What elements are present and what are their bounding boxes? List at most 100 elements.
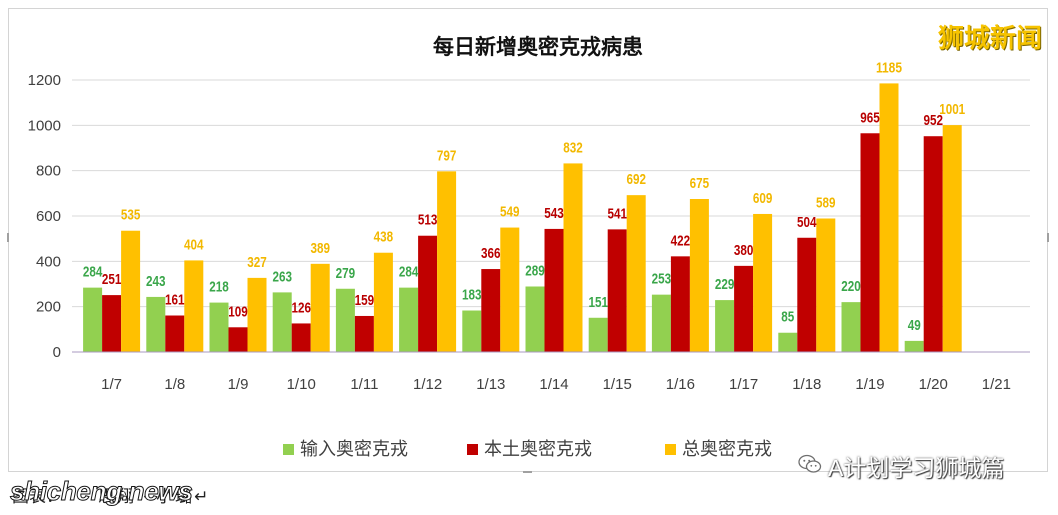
total-cases-value-label: 675: [690, 175, 710, 192]
x-tick-label: 1/18: [792, 376, 821, 393]
total-cases-value-label: 692: [626, 171, 646, 188]
x-tick-label: 1/14: [539, 376, 568, 393]
local-cases-value-label: 543: [544, 205, 564, 222]
local-cases-value-label: 952: [923, 112, 943, 129]
x-tick-label: 1/7: [101, 376, 122, 393]
local-cases-value-label: 504: [797, 214, 817, 231]
x-tick-label: 1/17: [729, 376, 758, 393]
local-cases-value-label: 541: [607, 205, 627, 222]
x-tick-label: 1/16: [666, 376, 695, 393]
imported-cases-value-label: 218: [209, 279, 229, 296]
total-cases-value-label: 589: [816, 194, 836, 211]
legend-item-total: 总奥密克戎: [665, 438, 772, 460]
legend-swatch-local: [467, 443, 478, 455]
legend-label-imported: 输入奥密克戎: [300, 439, 408, 459]
imported-cases-bar: [841, 302, 861, 352]
local-cases-bar: [544, 228, 564, 352]
resize-handle-bottom[interactable]: [523, 471, 532, 473]
legend-item-local: 本土奥密克戎: [467, 438, 592, 460]
x-tick-label: 1/9: [228, 376, 249, 393]
imported-cases-value-label: 284: [83, 264, 103, 281]
x-tick-label: 1/10: [287, 376, 316, 393]
legend-label-total: 总奥密克戎: [682, 439, 772, 459]
imported-cases-value-label: 289: [525, 262, 545, 279]
local-cases-value-label: 513: [418, 212, 438, 229]
total-cases-value-label: 797: [437, 147, 457, 164]
y-axis: 0 200 400 600 800 1000 1200: [28, 72, 1030, 361]
local-cases-value-label: 126: [291, 299, 311, 316]
y-tick-label: 800: [36, 163, 61, 180]
total-cases-bar: [500, 227, 520, 352]
imported-cases-value-label: 85: [781, 309, 794, 326]
total-cases-bar: [563, 163, 583, 352]
x-tick-label: 1/11: [350, 376, 378, 393]
total-cases-value-label: 832: [563, 139, 583, 156]
legend-swatch-total: [665, 443, 676, 455]
local-cases-bar: [291, 323, 311, 352]
local-cases-bar: [354, 315, 374, 352]
total-cases-bar: [816, 218, 836, 352]
legend-item-imported: 输入奥密克戎: [283, 438, 408, 460]
imported-cases-value-label: 220: [841, 278, 861, 295]
imported-cases-value-label: 49: [908, 317, 921, 334]
total-cases-value-label: 327: [247, 254, 267, 271]
imported-cases-bar: [778, 332, 798, 352]
x-tick-label: 1/8: [164, 376, 185, 393]
imported-cases-value-label: 151: [588, 294, 608, 311]
total-cases-value-label: 609: [753, 190, 773, 207]
imported-cases-bar: [335, 288, 355, 352]
imported-cases-value-label: 229: [715, 276, 735, 293]
total-cases-value-label: 438: [374, 229, 394, 246]
local-cases-bar: [923, 136, 943, 352]
imported-cases-bar: [651, 294, 671, 352]
local-cases-bar: [418, 235, 438, 352]
total-cases-value-label: 549: [500, 204, 520, 221]
local-cases-bar: [228, 327, 248, 352]
local-cases-bar: [797, 237, 817, 352]
local-cases-bar: [734, 265, 754, 352]
local-cases-value-label: 251: [102, 271, 122, 288]
total-cases-series: [121, 83, 962, 353]
imported-cases-bar: [272, 292, 292, 352]
total-cases-value-label: 535: [121, 207, 141, 224]
imported-cases-value-label: 263: [272, 268, 292, 285]
legend-label-local: 本土奥密克戎: [484, 439, 592, 459]
y-tick-label: 0: [53, 344, 61, 361]
resize-handle-right[interactable]: [1047, 233, 1049, 242]
x-tick-label: 1/15: [603, 376, 632, 393]
local-cases-value-label: 380: [734, 242, 754, 259]
total-cases-bar: [689, 199, 709, 352]
caption-label: 图表：: [12, 487, 63, 506]
total-cases-bar: [373, 252, 393, 352]
imported-cases-bar: [525, 286, 545, 352]
imported-cases-value-label: 284: [399, 264, 419, 281]
wechat-account-name: A计划学习狮城篇: [828, 455, 1005, 481]
total-cases-value-label: 1185: [876, 59, 902, 76]
local-cases-bar: [670, 256, 690, 352]
imported-cases-bar: [399, 287, 419, 352]
imported-cases-bar: [209, 302, 229, 352]
local-cases-bar: [481, 269, 501, 352]
imported-cases-bar: [462, 310, 482, 352]
total-cases-bar: [121, 230, 141, 352]
local-cases-bar: [860, 133, 880, 352]
imported-cases-value-label: 253: [652, 271, 672, 288]
news-watermark: 狮城新闻: [938, 23, 1043, 53]
local-cases-bar: [165, 315, 185, 352]
x-tick-label: 1/20: [919, 376, 948, 393]
imported-cases-bar: [588, 317, 608, 352]
y-tick-label: 200: [36, 299, 61, 316]
local-cases-value-label: 965: [860, 109, 880, 126]
imported-cases-bar: [715, 300, 735, 352]
y-tick-label: 1000: [28, 117, 61, 134]
caption-credit: 思翔 · 小璐↵: [98, 487, 211, 506]
total-cases-bar: [247, 277, 267, 352]
resize-handle-left[interactable]: [7, 233, 9, 242]
imported-cases-bar: [146, 296, 166, 352]
y-tick-label: 1200: [28, 72, 61, 89]
local-cases-series: [102, 133, 943, 352]
total-cases-value-label: 389: [310, 240, 330, 257]
local-cases-value-label: 366: [481, 245, 501, 262]
site-watermark: shicheng.news: [9, 476, 193, 507]
